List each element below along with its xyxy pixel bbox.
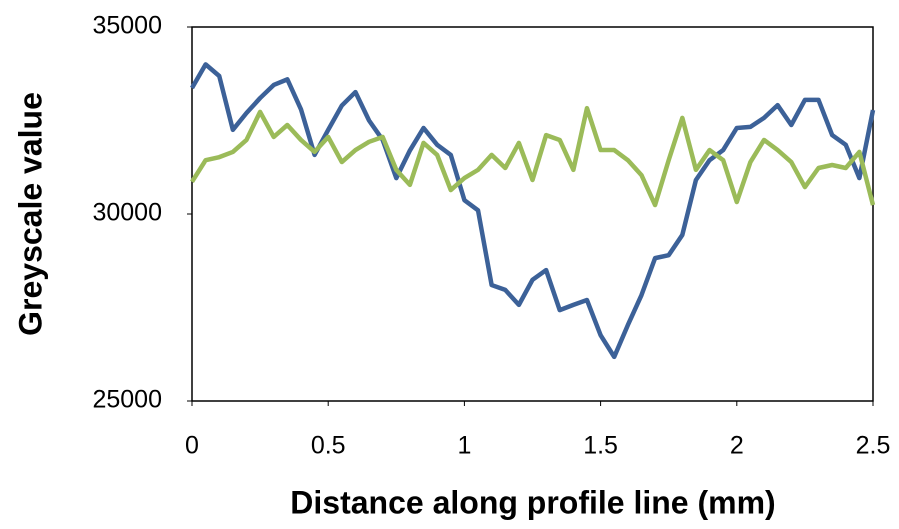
- x-tick-label: 0.5: [311, 432, 346, 460]
- x-tick-label: 1: [457, 432, 471, 460]
- data-line: [190, 105, 876, 208]
- y-tick-label: 35000: [92, 12, 162, 40]
- y-tick-label: 30000: [92, 199, 162, 227]
- x-tick-label: 2: [730, 432, 744, 460]
- x-tick-label: 2.5: [856, 432, 891, 460]
- x-tick-label: 0: [185, 432, 199, 460]
- x-tick-label: 1.5: [583, 432, 618, 460]
- data-line: [190, 62, 876, 360]
- plot-frame: [191, 26, 874, 402]
- y-axis-title: Greyscale value: [12, 92, 48, 336]
- x-axis-title: Distance along profile line (mm): [290, 484, 775, 520]
- y-tick-label: 25000: [92, 386, 162, 414]
